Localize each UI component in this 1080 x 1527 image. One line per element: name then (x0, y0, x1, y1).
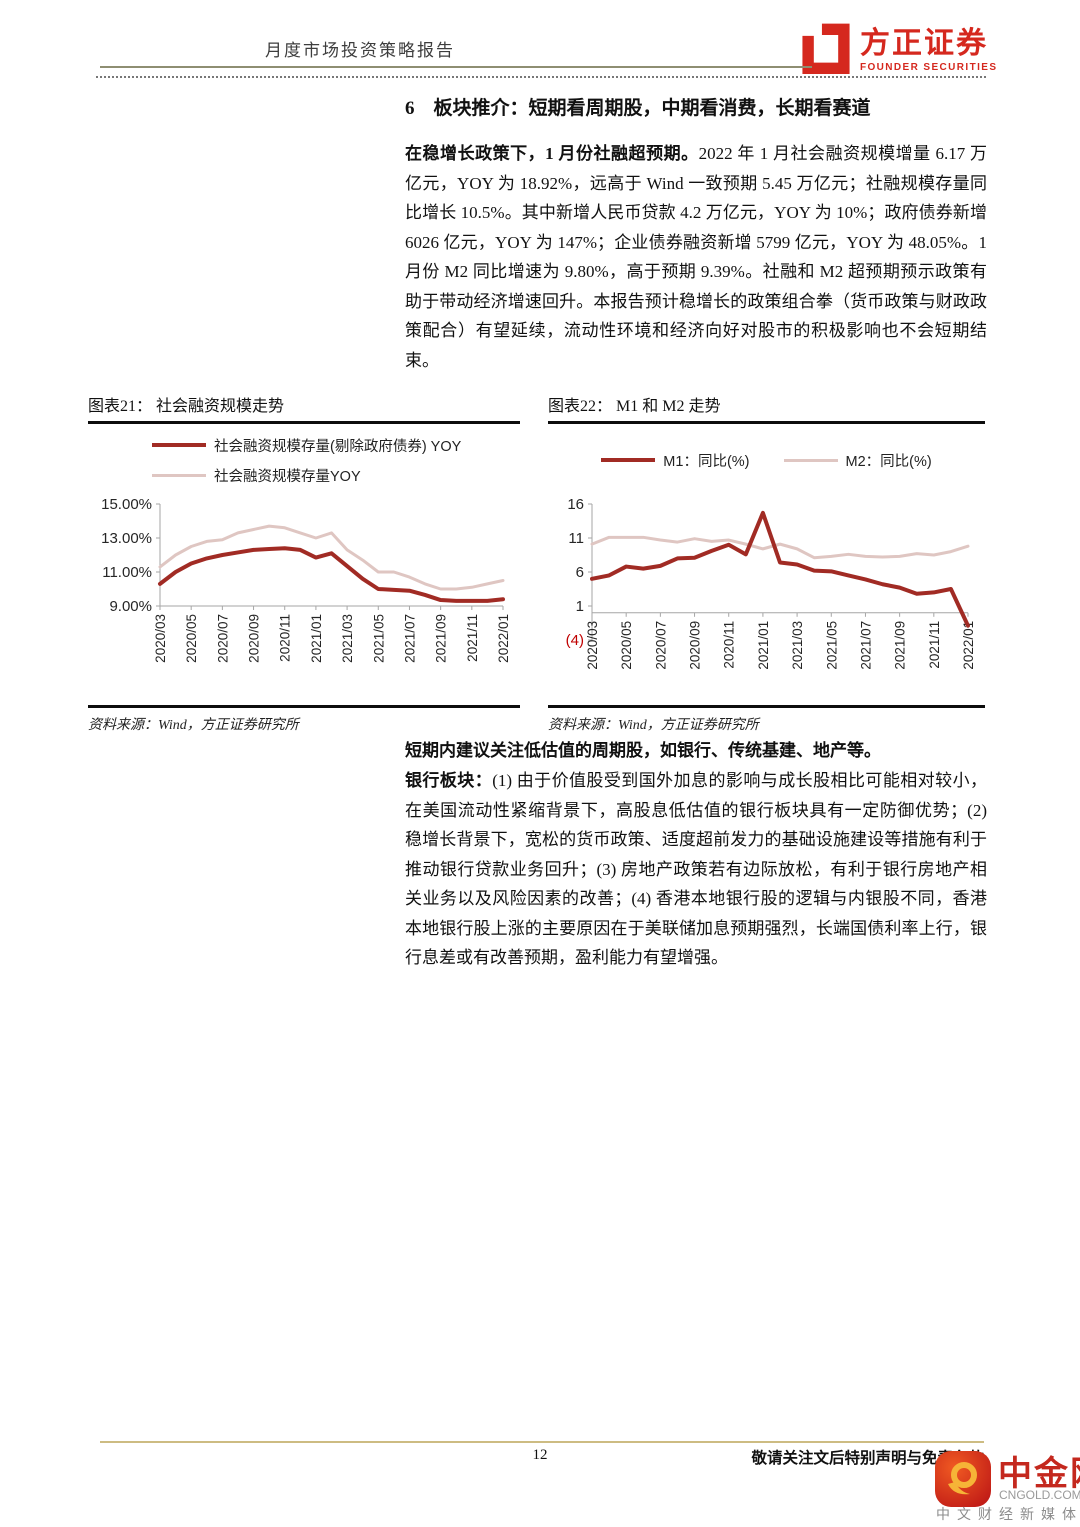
svg-text:(4): (4) (566, 632, 584, 649)
legend-item: M1：同比(%) (601, 450, 750, 471)
figure-21-chart: 15.00% 13.00% 11.00% 9.00%2020/03 2020/05 202… (101, 496, 511, 663)
cngold-domain: CNGOLD.COM.CN (999, 1488, 1080, 1502)
figure-22-chart: 16 11 6 1 (4) 2020/03 2020/05 2020/07 2020/09 202… (566, 496, 976, 670)
brand-name-cn: 方正证券 (860, 26, 988, 60)
svg-text:2021/11: 2021/11 (465, 614, 480, 662)
svg-text:2021/03: 2021/03 (340, 614, 355, 663)
paragraph-social-financing: 在稳增长政策下，1 月份社融超预期。2022 年 1 月社会融资规模增量 6.1… (405, 139, 987, 375)
cngold-name: 中金网 (998, 1456, 1080, 1493)
svg-text:2021/09: 2021/09 (434, 614, 449, 663)
legend-line-swatch (601, 458, 656, 462)
svg-text:2020/11: 2020/11 (722, 621, 737, 669)
svg-text:2020/11: 2020/11 (278, 614, 293, 662)
svg-text:6: 6 (576, 564, 584, 581)
figure-21: 图表21： 社会融资规模走势 社会融资规模存量(剔除政府债券) YOY 社会融资规… (88, 392, 520, 734)
svg-text:2021/05: 2021/05 (824, 621, 839, 670)
legend-label: 社会融资规模存量(剔除政府债券) YOY (214, 438, 462, 455)
svg-text:2021/01: 2021/01 (309, 614, 324, 663)
svg-text:1: 1 (576, 598, 584, 615)
svg-text:2022/01: 2022/01 (961, 621, 976, 670)
brand-logo: 方正证券 FOUNDER SECURITIES (800, 22, 997, 79)
svg-text:11: 11 (568, 530, 584, 547)
section-heading: 6 板块推介：短期看周期股，中期看消费，长期看赛道 (405, 98, 871, 119)
legend-item: 社会融资规模存量YOY (152, 465, 520, 486)
svg-text:9.00%: 9.00% (109, 598, 152, 615)
svg-text:2020/05: 2020/05 (184, 614, 199, 663)
svg-text:2021/01: 2021/01 (756, 621, 771, 670)
cngold-logo-icon (934, 1450, 992, 1513)
figure-21-source: 资料来源：Wind，方正证券研究所 (88, 705, 520, 734)
svg-text:2020/07: 2020/07 (215, 614, 230, 663)
svg-text:2021/07: 2021/07 (858, 621, 873, 670)
svg-text:2020/09: 2020/09 (247, 614, 262, 663)
header-rule-dotted (96, 76, 986, 78)
founder-logo-icon (800, 22, 852, 79)
svg-text:15.00%: 15.00% (101, 496, 152, 513)
svg-text:2021/11: 2021/11 (927, 621, 942, 669)
legend-line-swatch (152, 473, 206, 477)
svg-text:2021/09: 2021/09 (893, 621, 908, 670)
legend-line-swatch (152, 443, 206, 447)
text-segment: 短期内建议关注低估值的周期股，如银行、传统基建、地产等。 (405, 741, 881, 760)
svg-text:16: 16 (567, 496, 584, 513)
brand-name-en: FOUNDER SECURITIES (860, 61, 998, 73)
figure-22: 图表22： M1 和 M2 走势 M1：同比(%) M2：同比(%) 16 11 6 1… (548, 392, 985, 734)
figure-22-source: 资料来源：Wind，方正证券研究所 (548, 705, 985, 734)
document-title: 月度市场投资策略报告 (265, 41, 455, 60)
svg-text:13.00%: 13.00% (101, 530, 152, 547)
svg-text:2021/05: 2021/05 (371, 614, 386, 663)
svg-text:2022/01: 2022/01 (496, 614, 511, 663)
paragraph-bank-sector: 银行板块：(1) 由于价值股受到国外加息的影响与成长股相比可能相对较小，在美国流… (405, 766, 987, 973)
svg-text:2020/09: 2020/09 (688, 621, 703, 670)
header-rule-solid (100, 66, 812, 68)
figure-21-legend: 社会融资规模存量(剔除政府债券) YOY 社会融资规模存量YOY (88, 424, 520, 496)
paragraph-short-term-advice: 短期内建议关注低估值的周期股，如银行、传统基建、地产等。 (405, 736, 987, 766)
cngold-tagline: 中文财经新媒体 (936, 1508, 1080, 1523)
legend-label: 社会融资规模存量YOY (214, 468, 361, 485)
svg-text:11.00%: 11.00% (102, 564, 152, 581)
legend-line-swatch (783, 458, 838, 462)
footer-rule (100, 1441, 984, 1443)
text-segment: (1) 由于价值股受到国外加息的影响与成长股相比可能相对较小，在美国流动性紧缩背… (405, 771, 988, 967)
svg-text:2020/03: 2020/03 (585, 621, 600, 670)
figure-22-legend: M1：同比(%) M2：同比(%) (548, 424, 985, 496)
text-segment: 2022 年 1 月社会融资规模增量 6.17 万亿元，YOY 为 18.92%… (405, 144, 988, 370)
svg-text:2021/07: 2021/07 (402, 614, 417, 663)
legend-label: M1：同比(%) (663, 453, 750, 470)
legend-item: 社会融资规模存量(剔除政府债券) YOY (152, 435, 520, 456)
legend-item: M2：同比(%) (783, 450, 932, 471)
figure-22-title: 图表22： M1 和 M2 走势 (548, 392, 985, 424)
legend-label: M2：同比(%) (845, 453, 932, 470)
text-segment: 银行板块： (405, 771, 493, 790)
figure-21-title: 图表21： 社会融资规模走势 (88, 392, 520, 424)
svg-text:2020/07: 2020/07 (653, 621, 668, 670)
svg-text:2020/03: 2020/03 (153, 614, 168, 663)
page-number: 12 (532, 1447, 548, 1463)
text-segment: 在稳增长政策下，1 月份社融超预期。 (405, 144, 699, 163)
footer-disclaimer: 敬请关注文后特别声明与免责条款 (751, 1450, 984, 1467)
svg-text:2021/03: 2021/03 (790, 621, 805, 670)
svg-text:2020/05: 2020/05 (619, 621, 634, 670)
